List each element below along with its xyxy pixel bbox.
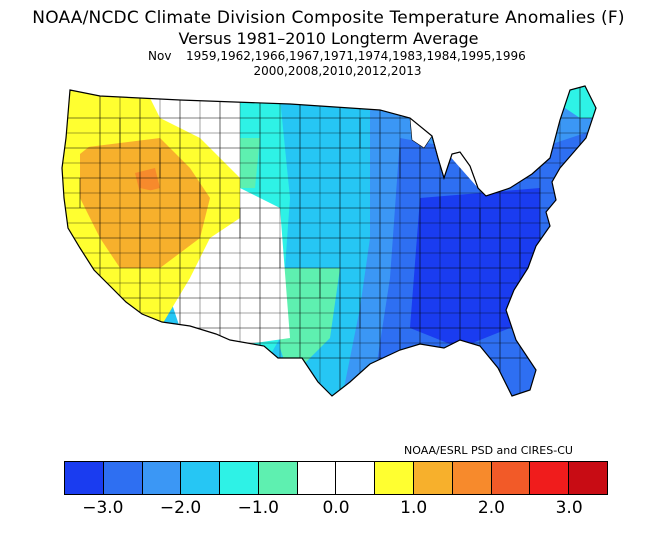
color-swatch — [180, 462, 220, 494]
color-swatch — [568, 462, 607, 494]
color-swatch — [374, 462, 414, 494]
color-swatch — [490, 462, 530, 494]
color-scale-tick-label: −2.0 — [159, 498, 202, 518]
region-utah-warmer — [140, 188, 185, 213]
color-swatch — [451, 462, 491, 494]
color-scale-tick-label: −3.0 — [82, 498, 124, 518]
color-swatch — [257, 462, 297, 494]
color-swatch — [529, 462, 569, 494]
color-scale-bar — [64, 461, 608, 495]
composite-years-line2: 2000,2008,2010,2012,2013 — [253, 64, 422, 78]
color-scale-tick-label: 3.0 — [555, 498, 583, 518]
color-swatch — [219, 462, 258, 494]
region-idaho-hot — [135, 168, 160, 193]
color-swatch — [65, 462, 103, 494]
map-title-line1: NOAA/NCDC Climate Division Composite Tem… — [32, 8, 625, 28]
data-credit: NOAA/ESRL PSD and CIRES-CU — [404, 444, 573, 457]
color-scale-tick-label: 2.0 — [477, 498, 505, 518]
color-scale-tick-label: 1.0 — [400, 498, 428, 518]
color-swatch — [141, 462, 181, 494]
color-scale-tick-label: −1.0 — [237, 498, 279, 518]
map-title-line2: Versus 1981–2010 Longterm Average — [178, 29, 479, 48]
color-swatch — [102, 462, 142, 494]
composite-years-line1: 1959,1962,1966,1967,1971,1974,1983,1984,… — [186, 49, 526, 63]
composite-month: Nov — [148, 49, 172, 63]
map-regions — [62, 86, 596, 396]
color-swatch — [335, 462, 375, 494]
division-boundaries — [62, 86, 596, 396]
region-texas-near-cool — [280, 268, 340, 378]
color-swatch — [413, 462, 452, 494]
color-swatch — [296, 462, 336, 494]
color-scale-tick-label: 0.0 — [322, 498, 350, 518]
us-anomaly-map — [61, 85, 597, 397]
